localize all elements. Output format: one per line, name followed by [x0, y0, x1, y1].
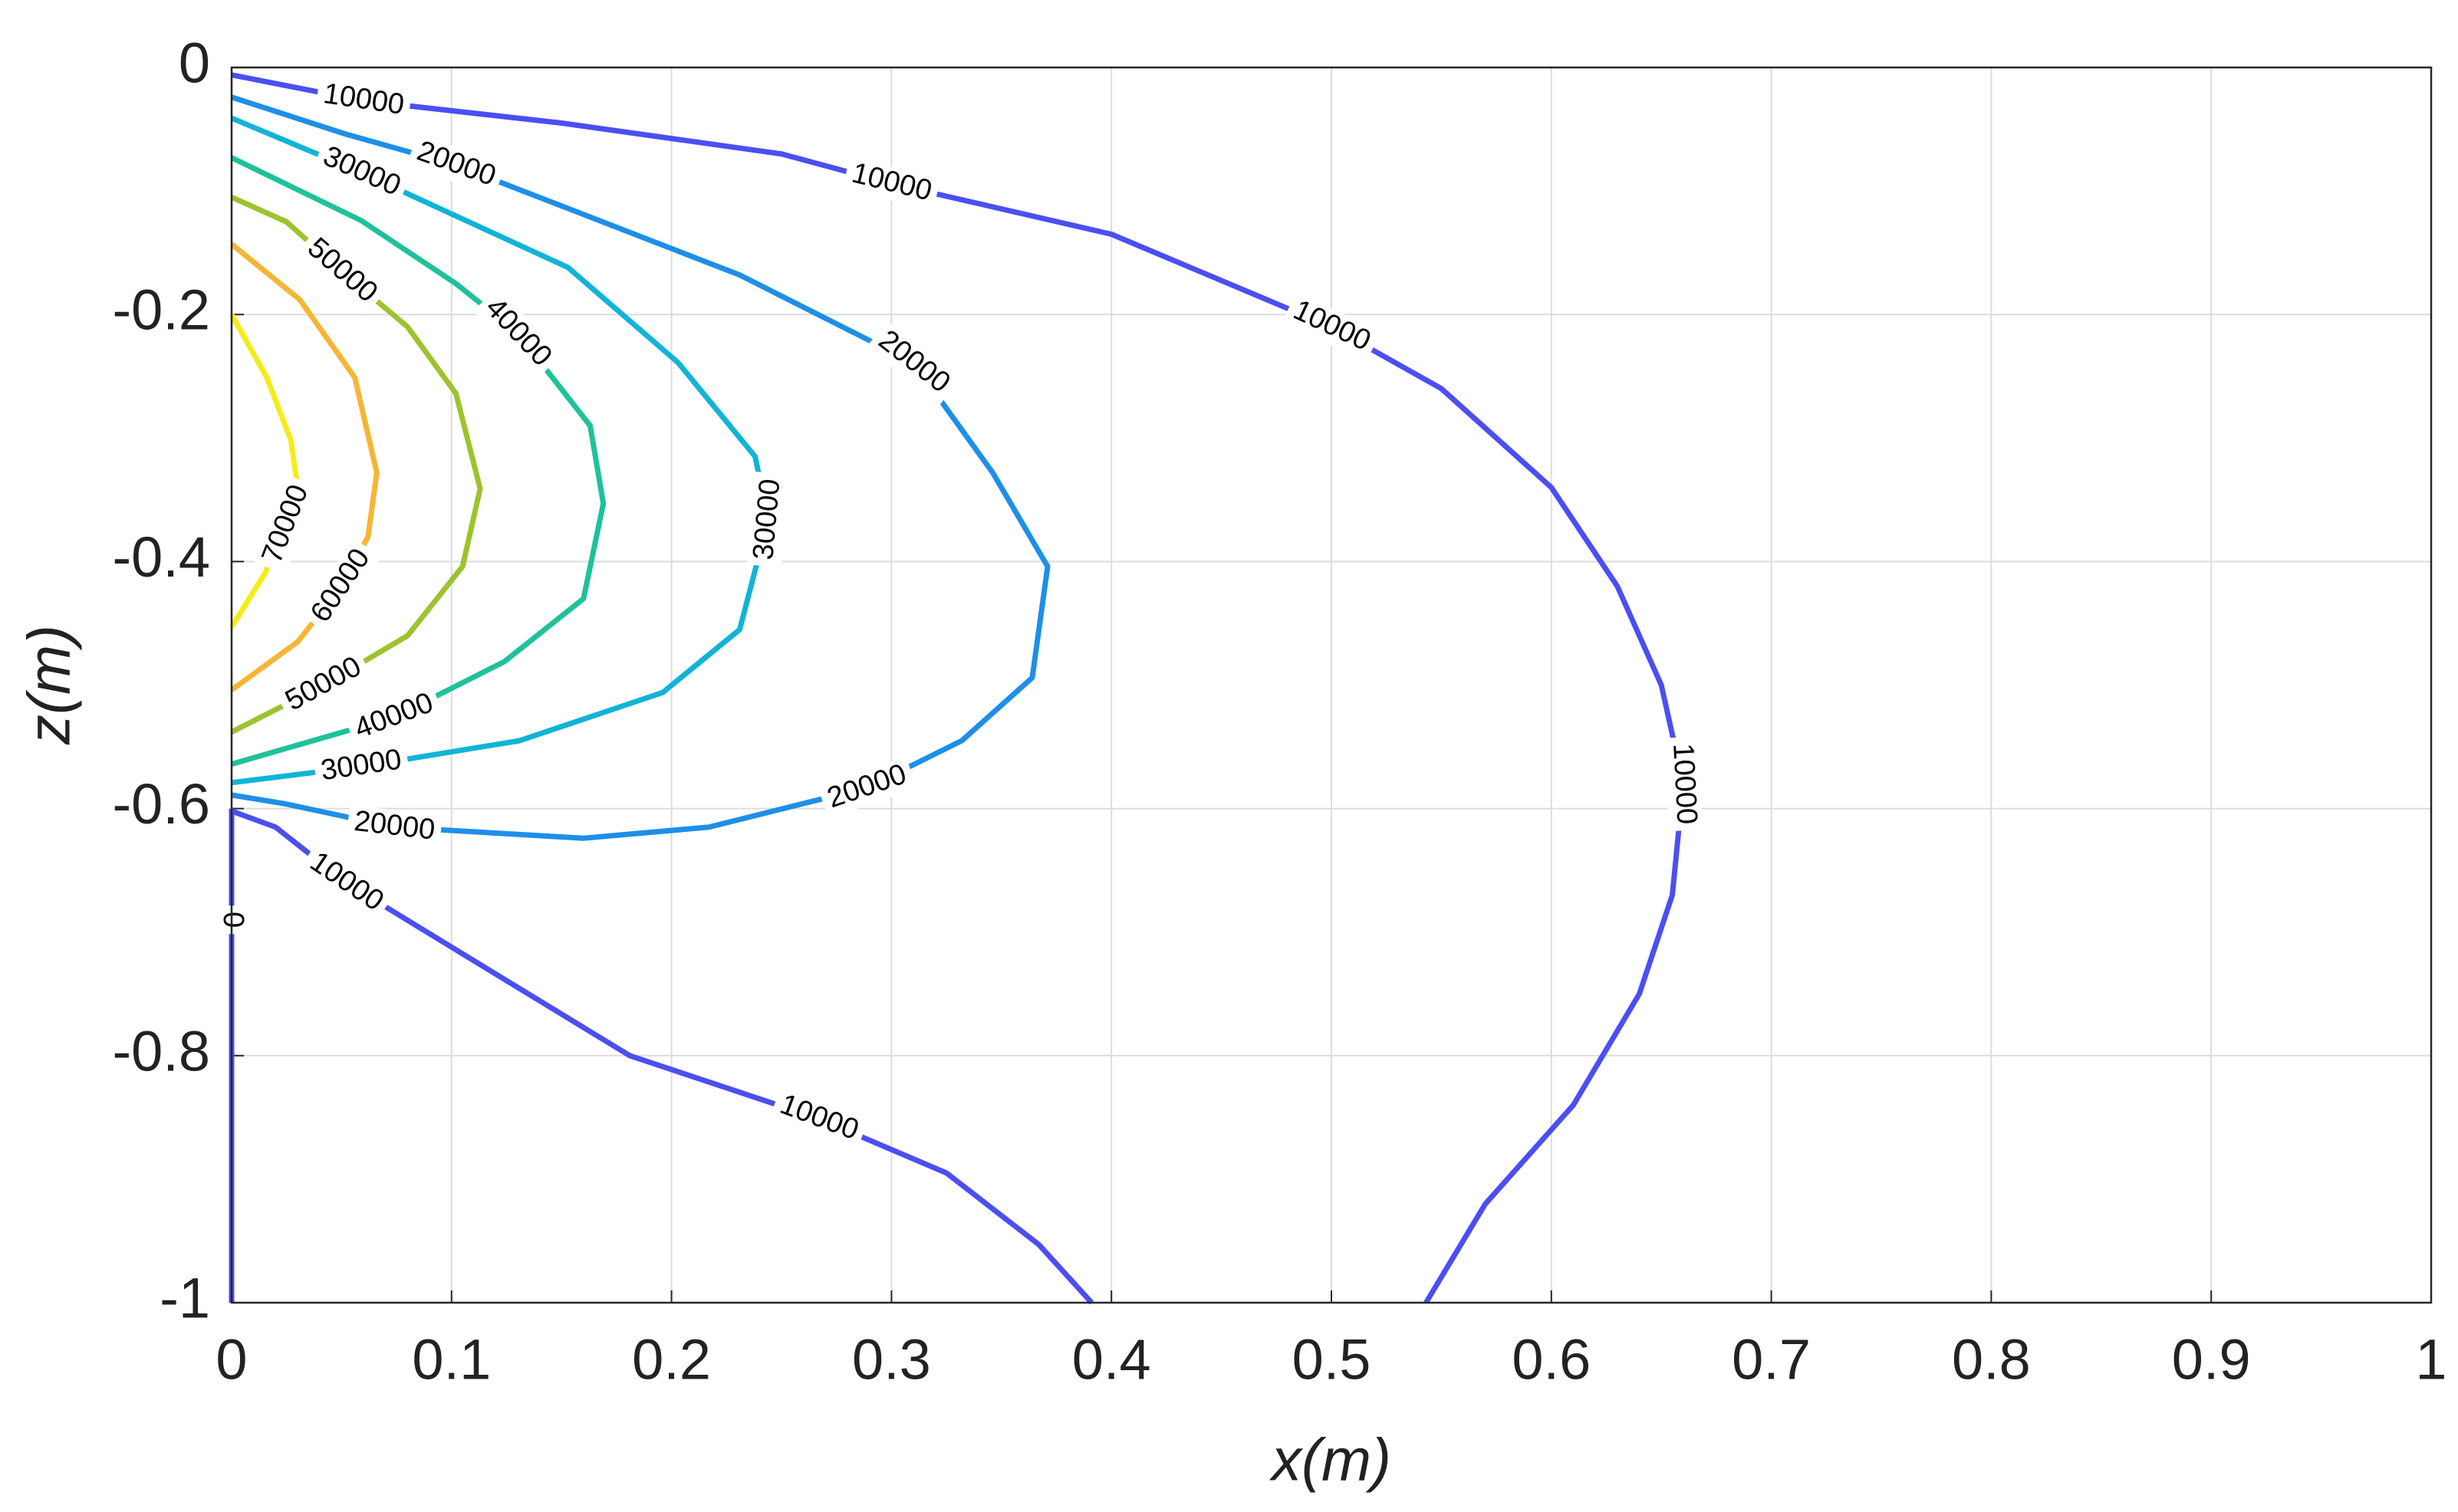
contour-label-bg — [311, 138, 411, 207]
contour-line — [230, 155, 607, 767]
y-axis-label: z(m) — [15, 625, 83, 745]
x-tick-label: 0.2 — [632, 1328, 711, 1392]
contour-line — [229, 242, 380, 692]
contour-label-bg — [818, 756, 917, 819]
contour-label-bg — [866, 320, 961, 405]
y-tick-label: 0 — [179, 31, 210, 95]
contour-label-bg — [1282, 291, 1381, 363]
contour-line — [230, 94, 1051, 841]
contour-label-text: 30000 — [747, 478, 786, 561]
contour-label-text: 10000 — [1667, 742, 1703, 825]
contour-label-bg — [346, 804, 443, 850]
contour-label-bg — [406, 133, 506, 197]
y-tick-label: -0.2 — [112, 278, 210, 342]
plot-frame — [230, 66, 2433, 1304]
contour-label: 10000 — [1663, 736, 1703, 832]
x-tick-label: 0.4 — [1072, 1328, 1151, 1392]
x-tick-label: 0.8 — [1952, 1328, 2031, 1392]
contour-label-bg — [344, 685, 444, 750]
contour-label-bg — [312, 743, 410, 791]
x-tick-label: 0.9 — [2172, 1328, 2251, 1392]
x-tick-label: 0.7 — [1732, 1328, 1811, 1392]
x-tick-label: 0.3 — [852, 1328, 931, 1392]
contour-lines — [229, 72, 1686, 1305]
x-tick-label: 0.6 — [1512, 1328, 1591, 1392]
contour-label: 10000 — [314, 77, 413, 125]
contour-label-bg — [747, 472, 790, 568]
y-tick-label: -0.6 — [112, 772, 210, 836]
contour-label-text: 0 — [217, 912, 249, 928]
y-tick-label: -1 — [160, 1267, 210, 1330]
y-tick-label: -0.8 — [112, 1019, 210, 1083]
contour-line — [230, 808, 1094, 1305]
contour-label: 20000 — [346, 804, 443, 850]
contour-label-bg — [842, 156, 941, 212]
contour-label: 30000 — [747, 472, 790, 568]
x-tick-label: 0.1 — [412, 1328, 491, 1392]
contour-label-bg — [1663, 736, 1703, 832]
contour-line — [231, 72, 1686, 1304]
x-tick-label: 1 — [2415, 1328, 2446, 1392]
x-tick-label: 0.5 — [1292, 1328, 1371, 1392]
contour-label-bg — [295, 228, 388, 315]
contour-label-bg — [769, 1086, 869, 1151]
x-tick-label: 0 — [216, 1328, 247, 1392]
x-axis-label: x(m) — [1268, 1426, 1391, 1494]
contour-label-bg — [314, 77, 413, 125]
contour-label-bg — [298, 843, 394, 923]
contour-label-bg — [473, 288, 562, 379]
contour-label-bg — [254, 475, 319, 574]
contour-label-bg — [275, 647, 373, 723]
contour-label-bg — [301, 537, 382, 635]
y-tick-label: -0.4 — [112, 525, 210, 589]
